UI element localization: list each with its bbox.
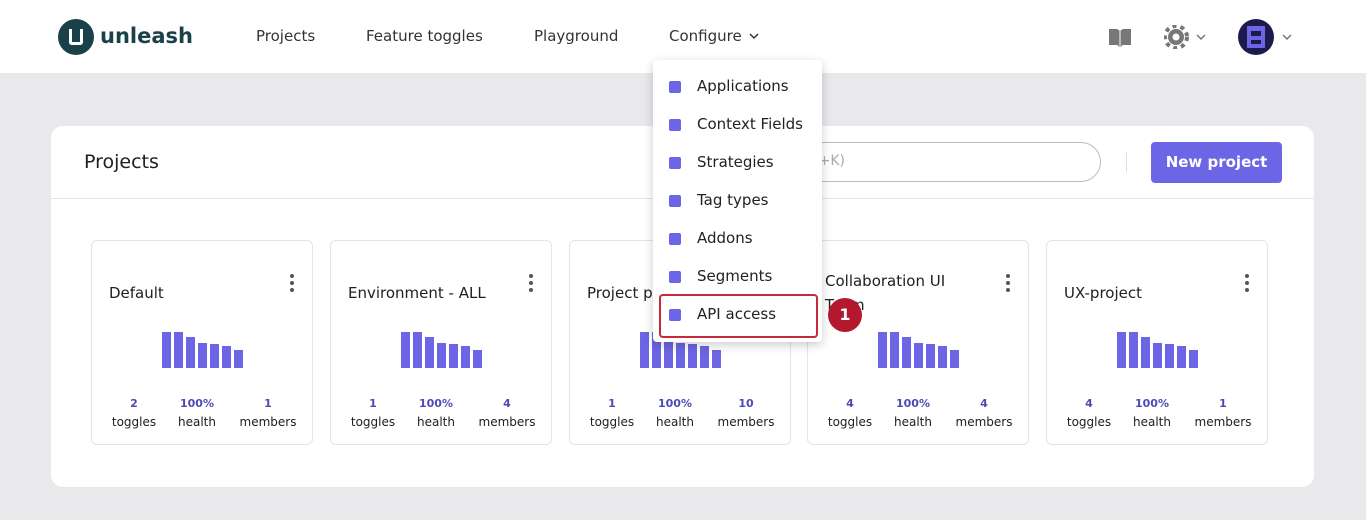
stat: 4 toggles (815, 395, 885, 431)
stat: 1 members (233, 395, 303, 431)
stat-label: toggles (827, 415, 873, 429)
stat-value: 1 (608, 397, 616, 410)
menu-item[interactable]: Addons (697, 229, 753, 247)
stat-value: 100% (896, 397, 930, 410)
stat-value: 2 (130, 397, 138, 410)
menu-item[interactable]: Applications (697, 77, 789, 95)
stat-value: 4 (1085, 397, 1093, 410)
menu-item[interactable]: Context Fields (697, 115, 803, 133)
stat: 10 members (711, 395, 781, 431)
health-icon (401, 332, 491, 368)
stat: 4 toggles (1054, 395, 1124, 431)
stat-label: members (478, 415, 536, 429)
project-card[interactable]: UX-project 4 toggles 100% health 1 members (1046, 240, 1268, 445)
menu-bullet (669, 157, 681, 169)
stat: 4 members (949, 395, 1019, 431)
stat-label: toggles (1066, 415, 1112, 429)
menu-bullet (669, 309, 681, 321)
card-name: Environment - ALL (348, 284, 486, 302)
project-card[interactable]: Default 2 toggles 100% health 1 members (91, 240, 313, 445)
stat-label: health (178, 415, 216, 429)
stat: 100% health (640, 395, 710, 431)
stat: 4 members (472, 395, 542, 431)
project-card[interactable]: Collaboration UI Team4toggles100%health4… (807, 240, 1029, 445)
stat: 100% health (878, 395, 948, 431)
card-menu[interactable] (529, 274, 533, 295)
docs-icon[interactable] (1108, 27, 1132, 47)
logo-text[interactable]: unleash (100, 24, 193, 48)
menu-item[interactable]: Strategies (697, 153, 774, 171)
stat-value: 1 (264, 397, 272, 410)
stat-label: health (417, 415, 455, 429)
nav-link[interactable]: Feature toggles (366, 27, 483, 45)
stat-value: 1 (369, 397, 377, 410)
stat-label: members (239, 415, 297, 429)
stat-value: 100% (180, 397, 214, 410)
menu-item[interactable]: API access (697, 305, 777, 323)
nav-link[interactable]: Projects (256, 27, 316, 45)
stat-label: members (717, 415, 775, 429)
stat: 2 toggles (99, 395, 169, 431)
menu-item[interactable]: Segments (697, 267, 773, 285)
health-icon (1117, 332, 1207, 368)
health-icon (878, 332, 968, 368)
health-icon (162, 332, 252, 368)
avatar[interactable] (1238, 18, 1296, 56)
menu-bullet (669, 119, 681, 131)
nav-link[interactable]: Configure (669, 27, 742, 45)
card-name: UX-project (1064, 284, 1142, 302)
health-icon (640, 332, 730, 368)
stat-value: 10 (738, 397, 754, 410)
menu-bullet (669, 271, 681, 283)
stat-value: 100% (419, 397, 453, 410)
stat-value: 4 (503, 397, 511, 410)
stat-label: health (656, 415, 694, 429)
panel-title: Projects (84, 151, 159, 173)
project-card[interactable]: Environment - ALL 1 toggles 100% health 4 memb… (330, 240, 552, 445)
menu-bullet (669, 81, 681, 93)
settings-icon[interactable] (1164, 25, 1206, 49)
nav-link[interactable]: Playground (534, 27, 619, 45)
card-menu[interactable] (1245, 274, 1249, 295)
card-name: Default (109, 284, 164, 302)
stat-label: health (894, 415, 932, 429)
stat-label: health (1133, 415, 1171, 429)
stat-label: toggles (350, 415, 396, 429)
stat: 1 toggles (338, 395, 408, 431)
stat: 100% health (1117, 395, 1187, 431)
menu-item[interactable]: Tag types (697, 191, 769, 209)
stat-value: 4 (846, 397, 854, 410)
card-menu[interactable] (1006, 274, 1010, 295)
logo-icon[interactable] (58, 19, 94, 55)
stat: 1 toggles (577, 395, 647, 431)
stat-label: toggles (111, 415, 157, 429)
stat-value: 100% (1135, 397, 1169, 410)
stat-value: 4 (980, 397, 988, 410)
stat-label: members (955, 415, 1013, 429)
step-badge: 1 (828, 298, 862, 332)
card-menu[interactable] (290, 274, 294, 295)
new-project-button[interactable]: New project (1151, 142, 1282, 183)
menu-bullet (669, 195, 681, 207)
stat-value: 100% (658, 397, 692, 410)
stat-value: 1 (1219, 397, 1227, 410)
stat: 100% health (162, 395, 232, 431)
stat-label: toggles (589, 415, 635, 429)
chevron (749, 33, 759, 40)
menu-bullet (669, 233, 681, 245)
stat: 1 members (1188, 395, 1258, 431)
stat-label: members (1194, 415, 1252, 429)
stat: 100% health (401, 395, 471, 431)
highlight-box (659, 294, 818, 338)
